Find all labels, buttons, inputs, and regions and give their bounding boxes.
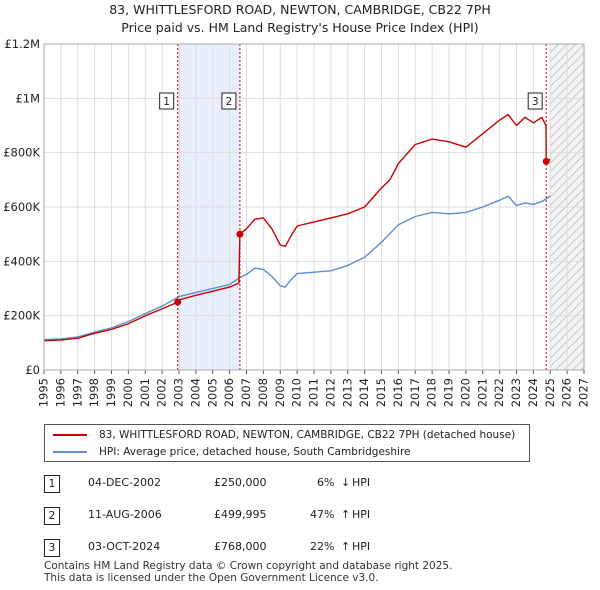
y-tick-label: £1M (15, 91, 40, 105)
y-tick-label: £1.2M (4, 37, 40, 51)
sale-marker-box (527, 92, 543, 110)
sale-price: £250,000 (214, 476, 267, 489)
sale-price: £499,995 (214, 508, 267, 521)
y-tick-label: £200K (3, 309, 40, 323)
x-tick-label: 2008 (256, 378, 270, 407)
sale-point (542, 157, 550, 165)
x-tick-label: 1996 (53, 378, 67, 407)
footer-copyright: Contains HM Land Registry data © Crown c… (44, 560, 453, 572)
x-tick-label: 2023 (509, 378, 523, 407)
x-tick-label: 2004 (188, 378, 202, 407)
legend-item-hpi: HPI: Average price, detached house, Sout… (53, 444, 411, 460)
x-tick-label: 2001 (138, 378, 152, 407)
sale-marker-box (221, 92, 237, 110)
sale-price: £768,000 (214, 540, 267, 553)
x-tick-label: 1997 (70, 378, 84, 407)
x-tick-label: 2006 (222, 378, 236, 407)
x-tick-label: 2016 (391, 378, 405, 407)
x-tick-label: 2009 (273, 378, 287, 407)
x-tick-label: 2026 (560, 378, 574, 407)
sale-marker-label: 2 (226, 96, 233, 108)
sale-marker-box (159, 92, 175, 110)
x-tick-label: 1999 (104, 378, 118, 407)
sale-arrow: ↑ (341, 540, 351, 553)
legend-item-price: 83, WHITTLESFORD ROAD, NEWTON, CAMBRIDGE… (53, 427, 515, 443)
sale-hpi: HPI (352, 476, 371, 489)
sale-pct: 47% (310, 508, 335, 521)
sale-pct: 6% (317, 476, 335, 489)
x-tick-label: 2000 (121, 378, 135, 407)
legend-swatch-price (53, 434, 87, 436)
x-tick-label: 2007 (239, 378, 253, 407)
sale-date: 11-AUG-2006 (88, 508, 162, 521)
footer-licence: This data is licensed under the Open Gov… (44, 572, 379, 584)
legend: 83, WHITTLESFORD ROAD, NEWTON, CAMBRIDGE… (44, 424, 530, 462)
sale-date: 03-OCT-2024 (88, 540, 161, 553)
sale-hpi: HPI (352, 508, 371, 521)
x-tick-label: 2022 (492, 378, 506, 407)
y-tick-label: £800K (3, 146, 40, 160)
sale-arrow: ↑ (341, 508, 351, 521)
x-tick-label: 2017 (408, 378, 422, 407)
sale-marker-label: 3 (532, 96, 539, 108)
sale-hpi: HPI (352, 540, 371, 553)
legend-swatch-hpi (53, 451, 87, 453)
plot-frame (43, 43, 585, 371)
x-tick-label: 2015 (374, 378, 388, 407)
price-series-line (43, 113, 551, 342)
x-tick-label: 2013 (340, 378, 354, 407)
chart-title-line1: 83, WHITTLESFORD ROAD, NEWTON, CAMBRIDGE… (109, 2, 491, 17)
sale-badge: 3 (44, 539, 60, 557)
x-tick-label: 2012 (323, 378, 337, 407)
x-tick-label: 2025 (543, 378, 557, 407)
sale-pct: 22% (310, 540, 335, 553)
sale-arrow: ↓ (341, 476, 351, 489)
x-tick-label: 2020 (458, 378, 472, 407)
sale-point (174, 298, 182, 306)
y-tick-label: £400K (3, 254, 40, 268)
x-tick-label: 1998 (87, 378, 101, 407)
x-tick-label: 2002 (155, 378, 169, 407)
sale-badge: 2 (44, 507, 60, 525)
chart-title-line2: Price paid vs. HM Land Registry's House … (121, 20, 479, 35)
x-tick-label: 2003 (172, 378, 186, 407)
x-tick-label: 2010 (290, 378, 304, 407)
x-tick-label: 2014 (357, 378, 371, 407)
sale-date: 04-DEC-2002 (88, 476, 162, 489)
x-tick-label: 2019 (442, 378, 456, 407)
x-tick-label: 2018 (425, 378, 439, 407)
x-tick-label: 2005 (205, 378, 219, 407)
y-tick-label: £600K (3, 200, 40, 214)
legend-label-price: 83, WHITTLESFORD ROAD, NEWTON, CAMBRIDGE… (99, 429, 516, 441)
sale-marker-label: 1 (163, 96, 170, 108)
x-tick-label: 2011 (307, 378, 321, 407)
x-tick-label: 2027 (577, 378, 591, 407)
x-tick-label: 2021 (475, 378, 489, 407)
x-tick-label: 2024 (526, 378, 540, 407)
y-tick-label: £0 (25, 363, 40, 377)
hpi-series-line (43, 195, 551, 341)
sale-point (236, 230, 244, 238)
sale-badge: 1 (44, 475, 60, 493)
legend-label-hpi: HPI: Average price, detached house, Sout… (99, 446, 411, 458)
x-tick-label: 1995 (37, 378, 51, 407)
